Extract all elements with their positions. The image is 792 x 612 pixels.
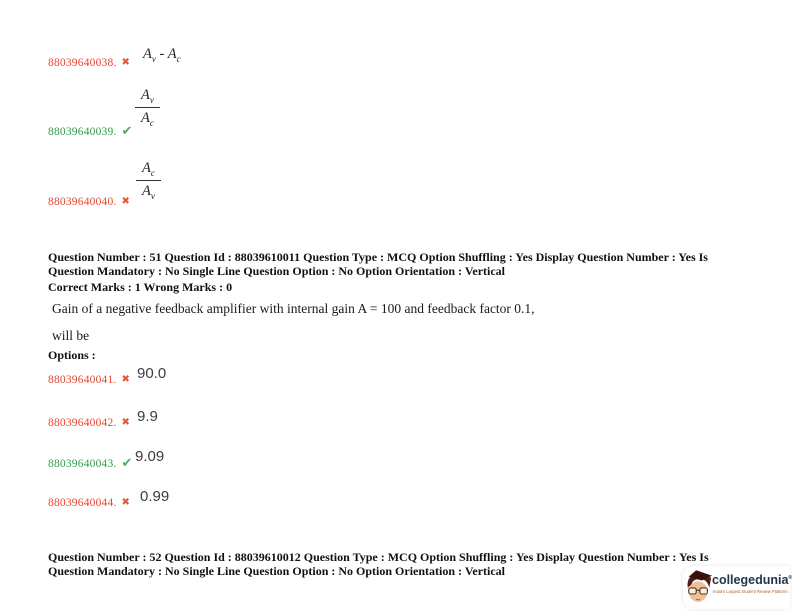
formula-subscript: c xyxy=(150,167,155,178)
fraction-denominator: Ac xyxy=(135,108,160,128)
question-meta-line: Question Number : 51 Question Id : 88039… xyxy=(48,250,708,264)
option-row: 88039640044. ✖ xyxy=(48,497,130,509)
formula-operator: - xyxy=(159,46,165,62)
fraction-numerator: Av xyxy=(135,87,160,108)
option-id: 88039640038. xyxy=(48,57,117,69)
options-label: Options : xyxy=(48,348,96,362)
option-id: 88039640044. xyxy=(48,497,117,509)
question-51-text-line2: will be xyxy=(52,328,90,343)
option-id: 88039640039. xyxy=(48,125,117,138)
option-row: 88039640039. ✔ xyxy=(48,125,133,138)
formula-subscript: v xyxy=(150,190,155,201)
formula-term: A xyxy=(167,46,177,62)
formula-term: A xyxy=(141,109,150,126)
formula-term: A xyxy=(142,182,151,199)
wrong-cross-icon: ✖ xyxy=(121,196,131,207)
collegedunia-tagline: India's Largest Student Review Platform xyxy=(713,590,788,595)
question-51-text-line1: Gain of a negative feedback amplifier wi… xyxy=(52,301,535,316)
formula-subscript: c xyxy=(149,117,154,128)
correct-check-icon: ✔ xyxy=(121,124,133,139)
option-id: 88039640043. xyxy=(48,457,117,470)
fraction-denominator: Av xyxy=(136,181,161,201)
option-id: 88039640042. xyxy=(48,417,117,429)
option-value: 9.09 xyxy=(135,448,165,465)
option-row: 88039640041. ✖ xyxy=(48,374,130,386)
wrong-cross-icon: ✖ xyxy=(121,374,131,385)
wrong-cross-icon: ✖ xyxy=(121,417,131,428)
formula-term: A xyxy=(142,160,151,176)
option-id: 88039640040. xyxy=(48,196,117,208)
option-id: 88039640041. xyxy=(48,374,117,386)
collegedunia-mascot-icon xyxy=(687,570,713,602)
option-formula-fraction: Av Ac xyxy=(135,87,160,128)
collegedunia-logo: collegedunia® India's Largest Student Re… xyxy=(683,566,792,609)
question-51-marks: Correct Marks : 1 Wrong Marks : 0 xyxy=(48,280,233,294)
registered-mark: ® xyxy=(788,574,792,581)
formula-term: A xyxy=(143,46,152,62)
question-meta-line: Question Mandatory : No Single Line Ques… xyxy=(48,564,506,578)
option-row: 88039640040. ✖ xyxy=(48,196,130,208)
option-value: 0.99 xyxy=(140,488,170,505)
question-meta-line: Question Number : 52 Question Id : 88039… xyxy=(48,550,709,564)
formula-subscript: c xyxy=(176,53,181,64)
wrong-cross-icon: ✖ xyxy=(121,497,131,508)
formula-term: A xyxy=(141,87,150,103)
wrong-cross-icon: ✖ xyxy=(121,57,131,68)
option-row: 88039640043. ✔ xyxy=(48,457,133,470)
option-row: 88039640038. ✖ xyxy=(48,57,130,69)
question-meta-line: Question Mandatory : No Single Line Ques… xyxy=(48,264,506,278)
option-formula: Av - Ac xyxy=(143,46,181,64)
option-row: 88039640042. ✖ xyxy=(48,417,130,429)
correct-check-icon: ✔ xyxy=(121,456,133,471)
fraction-numerator: Ac xyxy=(136,160,161,181)
logo-name: collegedunia xyxy=(712,573,789,587)
question-52-meta-header: Question Number : 52 Question Id : 88039… xyxy=(48,550,748,578)
formula-subscript: v xyxy=(151,53,156,64)
collegedunia-logo-text: collegedunia® xyxy=(712,573,792,587)
formula-subscript: v xyxy=(149,94,154,105)
question-51-meta-header: Question Number : 51 Question Id : 88039… xyxy=(48,250,748,278)
option-value: 9.9 xyxy=(137,408,158,425)
option-formula-fraction: Ac Av xyxy=(136,160,161,201)
option-value: 90.0 xyxy=(137,365,167,382)
